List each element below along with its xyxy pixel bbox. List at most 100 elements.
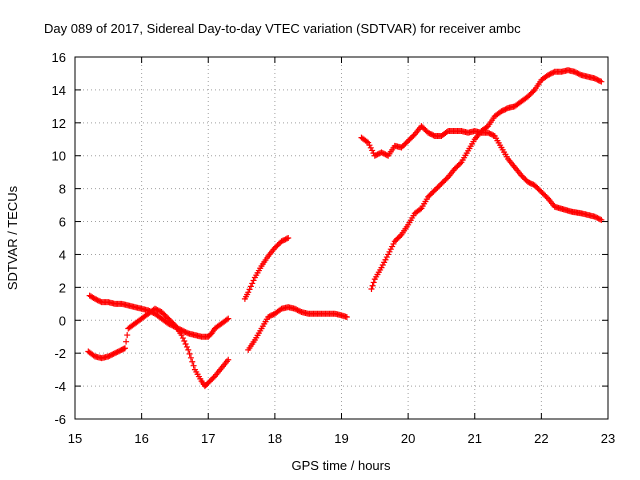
- data-point: [529, 181, 536, 188]
- data-point: [207, 377, 214, 384]
- data-point: [381, 150, 388, 157]
- data-point: [90, 352, 97, 359]
- data-point: [421, 125, 428, 132]
- data-point: [518, 172, 525, 179]
- data-point: [519, 173, 526, 180]
- data-point: [369, 147, 376, 154]
- data-point: [575, 70, 582, 77]
- data-point: [365, 139, 372, 146]
- data-point: [402, 140, 409, 147]
- data-point: [487, 131, 494, 138]
- data-point: [395, 234, 402, 241]
- data-point: [595, 77, 602, 84]
- data-point: [527, 180, 534, 187]
- data-point: [426, 192, 433, 199]
- data-point: [374, 151, 381, 158]
- data-point: [399, 143, 406, 150]
- data-point: [547, 70, 554, 77]
- data-point: [366, 142, 373, 149]
- data-point: [442, 176, 449, 183]
- data-point: [114, 348, 121, 355]
- data-point: [273, 243, 280, 250]
- data-point: [179, 335, 186, 342]
- x-tick-label: 15: [68, 431, 82, 446]
- data-point: [455, 161, 462, 168]
- data-point: [591, 213, 598, 220]
- data-point: [486, 130, 493, 137]
- data-point: [549, 70, 556, 77]
- data-point: [389, 243, 396, 250]
- data-point: [158, 309, 165, 316]
- x-tick-label: 21: [468, 431, 482, 446]
- data-point: [285, 235, 292, 241]
- data-point: [370, 279, 377, 286]
- data-point: [94, 297, 101, 304]
- data-point: [123, 338, 130, 345]
- data-point: [406, 136, 413, 143]
- data-point: [533, 183, 540, 190]
- data-point: [534, 184, 541, 191]
- data-point: [363, 138, 370, 145]
- data-point: [422, 127, 429, 134]
- data-point: [250, 277, 257, 284]
- data-point: [271, 244, 278, 251]
- y-tick-label: 8: [59, 182, 66, 197]
- data-point: [405, 137, 412, 144]
- y-tick-label: 2: [59, 280, 66, 295]
- data-point: [425, 193, 432, 200]
- data-point: [274, 242, 281, 249]
- data-point: [438, 180, 445, 187]
- data-point: [546, 71, 553, 78]
- data-point: [386, 248, 393, 255]
- data-point: [451, 165, 458, 172]
- data-point: [545, 72, 552, 79]
- data-point: [543, 194, 550, 201]
- data-point: [435, 183, 442, 190]
- data-point: [418, 123, 425, 130]
- data-point: [439, 179, 446, 186]
- data-point: [594, 76, 601, 83]
- data-point: [457, 160, 464, 167]
- data-point: [525, 93, 532, 100]
- y-axis-label: SDTVAR / TECUs: [5, 185, 20, 290]
- y-tick-label: 12: [52, 116, 66, 131]
- data-point: [266, 313, 273, 320]
- data-point: [550, 69, 557, 76]
- data-point: [181, 338, 188, 345]
- x-tick-label: 22: [534, 431, 548, 446]
- data-point: [535, 186, 542, 193]
- data-point: [162, 312, 169, 319]
- data-point: [293, 306, 300, 313]
- data-point: [379, 261, 386, 268]
- data-point: [206, 378, 213, 385]
- data-point: [205, 379, 212, 386]
- data-point: [593, 76, 600, 83]
- data-point: [387, 246, 394, 253]
- data-point: [429, 131, 436, 138]
- data-point: [598, 78, 605, 85]
- data-point: [153, 306, 160, 313]
- data-point: [419, 124, 426, 131]
- y-tick-label: -2: [54, 346, 66, 361]
- y-tick-label: 14: [52, 83, 66, 98]
- data-point: [521, 175, 528, 182]
- data-point: [279, 237, 286, 244]
- data-point: [182, 329, 189, 336]
- data-point: [499, 107, 506, 114]
- data-point: [371, 152, 378, 159]
- data-point: [409, 133, 416, 140]
- data-point: [391, 238, 398, 245]
- data-point: [430, 188, 437, 195]
- data-point: [291, 305, 298, 312]
- data-point: [183, 329, 190, 336]
- data-point: [121, 345, 128, 352]
- data-point: [441, 178, 448, 185]
- y-tick-label: 16: [52, 50, 66, 65]
- data-point: [427, 131, 434, 138]
- data-point: [210, 374, 217, 381]
- data-point: [426, 130, 433, 137]
- data-point: [159, 310, 166, 317]
- data-point: [283, 235, 290, 242]
- data-point: [390, 240, 397, 247]
